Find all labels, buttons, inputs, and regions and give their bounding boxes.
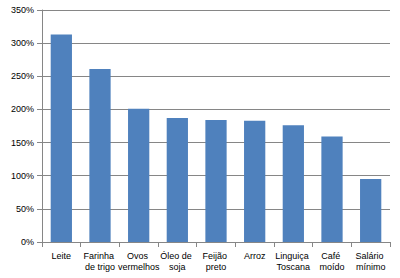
svg-text:Salário: Salário <box>355 251 386 261</box>
svg-text:Café: Café <box>321 251 343 261</box>
svg-text:0%: 0% <box>21 237 34 247</box>
svg-text:preto: preto <box>206 262 227 272</box>
svg-text:150%: 150% <box>11 138 34 148</box>
svg-text:de trigo: de trigo <box>85 262 115 272</box>
svg-text:Ovos: Ovos <box>127 251 151 261</box>
svg-text:250%: 250% <box>11 71 34 81</box>
svg-text:moído: moído <box>319 262 344 272</box>
svg-text:300%: 300% <box>11 38 34 48</box>
svg-text:Leite: Leite <box>52 251 72 261</box>
svg-text:Feijão: Feijão <box>202 251 229 261</box>
svg-text:mínimo: mínimo <box>356 262 386 272</box>
svg-text:Óleo de: Óleo de <box>160 251 194 261</box>
svg-text:200%: 200% <box>11 104 34 114</box>
svg-text:Linguiça: Linguiça <box>275 251 311 261</box>
svg-text:Arroz: Arroz <box>244 251 266 261</box>
svg-text:100%: 100% <box>11 171 34 181</box>
svg-text:Farinha: Farinha <box>83 251 116 261</box>
svg-text:vermelhos: vermelhos <box>118 262 160 272</box>
svg-text:Toscana: Toscana <box>277 262 311 272</box>
svg-text:50%: 50% <box>16 204 34 214</box>
svg-text:350%: 350% <box>11 5 34 15</box>
svg-text:soja: soja <box>169 262 186 272</box>
